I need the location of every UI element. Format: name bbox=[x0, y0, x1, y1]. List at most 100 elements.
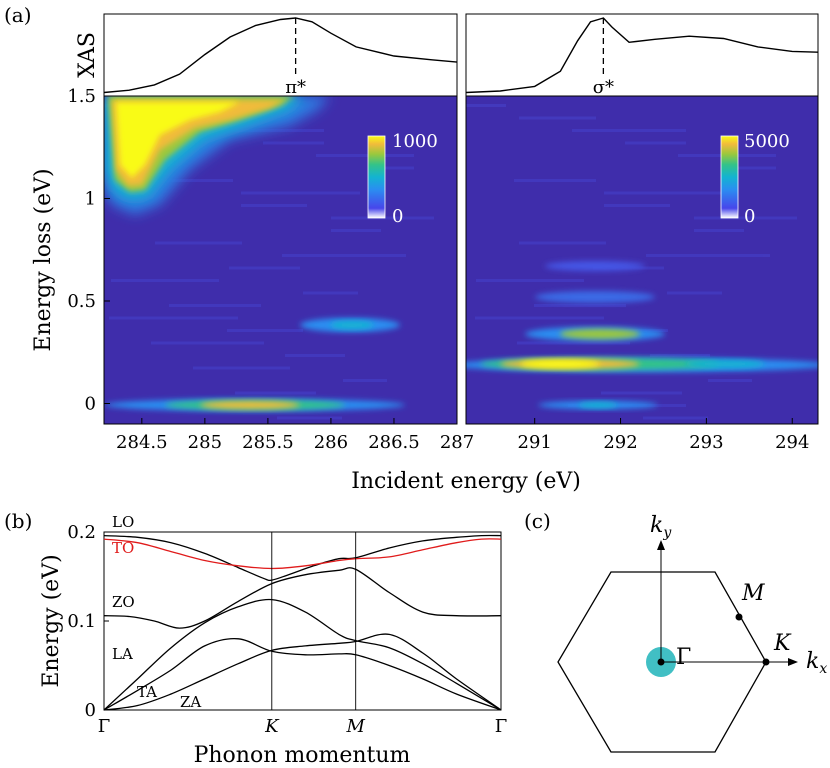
xas-right-panel: σ* bbox=[465, 13, 819, 98]
m-point bbox=[735, 613, 743, 621]
xas-axis-label: XAS bbox=[75, 32, 100, 78]
noise-streak bbox=[731, 166, 776, 170]
heatmap-xlabel: Incident energy (eV) bbox=[351, 469, 581, 494]
noise-streak bbox=[369, 166, 414, 170]
xtick-label: 294 bbox=[775, 432, 809, 453]
colorbar-right-max: 5000 bbox=[744, 131, 790, 152]
ytick-label: 0.5 bbox=[67, 291, 96, 312]
xtick-label: 291 bbox=[518, 432, 552, 453]
heatmap-left: 1000 0 bbox=[103, 95, 458, 425]
mode-label-za: ZA bbox=[180, 693, 201, 711]
sigma-star-label: σ* bbox=[593, 77, 614, 98]
noise-streak bbox=[604, 191, 723, 195]
gamma-label: Γ bbox=[676, 645, 691, 670]
panel-label-a: (a) bbox=[4, 3, 32, 27]
ytick-label: 0 bbox=[85, 700, 96, 721]
noise-streak bbox=[517, 341, 630, 345]
ytick-label: 0.1 bbox=[67, 611, 96, 632]
kx-label: kx bbox=[806, 649, 827, 677]
k-point bbox=[762, 658, 770, 666]
xas-right-curve bbox=[465, 17, 819, 94]
noise-streak bbox=[650, 354, 710, 357]
noise-streak bbox=[235, 391, 316, 395]
noise-streak bbox=[111, 279, 219, 282]
xtick-label: 293 bbox=[689, 432, 723, 453]
noise-streak bbox=[519, 116, 596, 120]
branch-la bbox=[103, 598, 502, 711]
noise-streak bbox=[646, 254, 770, 257]
xtick-label: 292 bbox=[603, 432, 637, 453]
xtick-label: 287 bbox=[440, 432, 474, 453]
noise-streak bbox=[534, 304, 626, 307]
noise-streak bbox=[572, 129, 686, 132]
ytick-label: 0.2 bbox=[67, 522, 96, 543]
branch-to bbox=[103, 538, 502, 570]
noise-streak bbox=[151, 341, 264, 345]
phonon-dispersion-panel: Γ K M Γ00.10.2 bbox=[67, 522, 507, 737]
noise-streak bbox=[331, 229, 381, 232]
xtick-label: 285.5 bbox=[242, 432, 294, 453]
noise-streak bbox=[694, 229, 744, 232]
noise-streak bbox=[277, 416, 342, 420]
colorbar-left-min: 0 bbox=[392, 206, 403, 227]
branch-ta bbox=[103, 637, 502, 711]
noise-streak bbox=[667, 291, 722, 295]
noise-streak bbox=[519, 241, 606, 245]
noise-streak bbox=[316, 154, 414, 157]
path-tick-label: K bbox=[264, 716, 280, 737]
noise-streak bbox=[466, 104, 506, 107]
path-tick-label: Γ bbox=[495, 716, 508, 737]
mode-label-to: TO bbox=[112, 539, 134, 557]
noise-streak bbox=[282, 254, 406, 257]
noise-streak bbox=[285, 354, 345, 357]
branch-zo bbox=[103, 567, 502, 629]
xtick-label: 285 bbox=[188, 432, 222, 453]
noise-streak bbox=[155, 241, 242, 245]
noise-streak bbox=[227, 329, 303, 332]
xas-left-curve bbox=[103, 17, 458, 94]
ytick-label: 1 bbox=[85, 189, 96, 210]
mode-label-lo: LO bbox=[112, 513, 134, 531]
branch-lo bbox=[103, 534, 502, 582]
ytick-label: 0 bbox=[85, 394, 96, 415]
noise-streak bbox=[601, 391, 682, 395]
noise-streak bbox=[604, 204, 670, 207]
noise-streak bbox=[109, 316, 238, 320]
ky-label: ky bbox=[650, 513, 672, 541]
mode-label-la: LA bbox=[112, 645, 133, 663]
path-tick-label: M bbox=[345, 716, 365, 737]
brillouin-zone-panel: Γ M K ky kx bbox=[557, 513, 827, 753]
noise-streak bbox=[625, 141, 686, 145]
noise-streak bbox=[514, 179, 596, 182]
heatmap-right: 5000 0 bbox=[465, 95, 819, 425]
panel-label-b: (b) bbox=[4, 509, 32, 533]
phonon-ylabel: Energy (eV) bbox=[39, 554, 64, 687]
m-label: M bbox=[741, 581, 765, 606]
ky-arrowhead bbox=[657, 540, 665, 550]
noise-streak bbox=[241, 191, 360, 195]
noise-streak bbox=[241, 204, 307, 207]
noise-streak bbox=[475, 316, 604, 320]
xas-left-panel: π* bbox=[103, 13, 458, 98]
pi-star-label: π* bbox=[285, 77, 306, 98]
noise-streak bbox=[263, 141, 324, 145]
noise-streak bbox=[151, 179, 233, 182]
xtick-label: 284.5 bbox=[116, 432, 168, 453]
hexagon bbox=[557, 571, 767, 753]
noise-streak bbox=[193, 366, 290, 370]
branch-za bbox=[103, 633, 502, 711]
mode-label-zo: ZO bbox=[112, 593, 135, 611]
noise-streak bbox=[643, 416, 708, 420]
gamma-point bbox=[657, 658, 665, 666]
noise-streak bbox=[476, 279, 584, 282]
noise-streak bbox=[708, 379, 752, 382]
noise-streak bbox=[229, 266, 300, 270]
phonon-xlabel: Phonon momentum bbox=[194, 743, 411, 768]
ytick-label: 1.5 bbox=[67, 86, 96, 107]
kx-arrowhead bbox=[788, 658, 798, 666]
colorbar-right bbox=[720, 135, 739, 219]
k-label: K bbox=[773, 631, 792, 656]
noise-streak bbox=[343, 379, 387, 382]
path-tick-label: Γ bbox=[98, 716, 111, 737]
xtick-label: 286.5 bbox=[368, 432, 420, 453]
